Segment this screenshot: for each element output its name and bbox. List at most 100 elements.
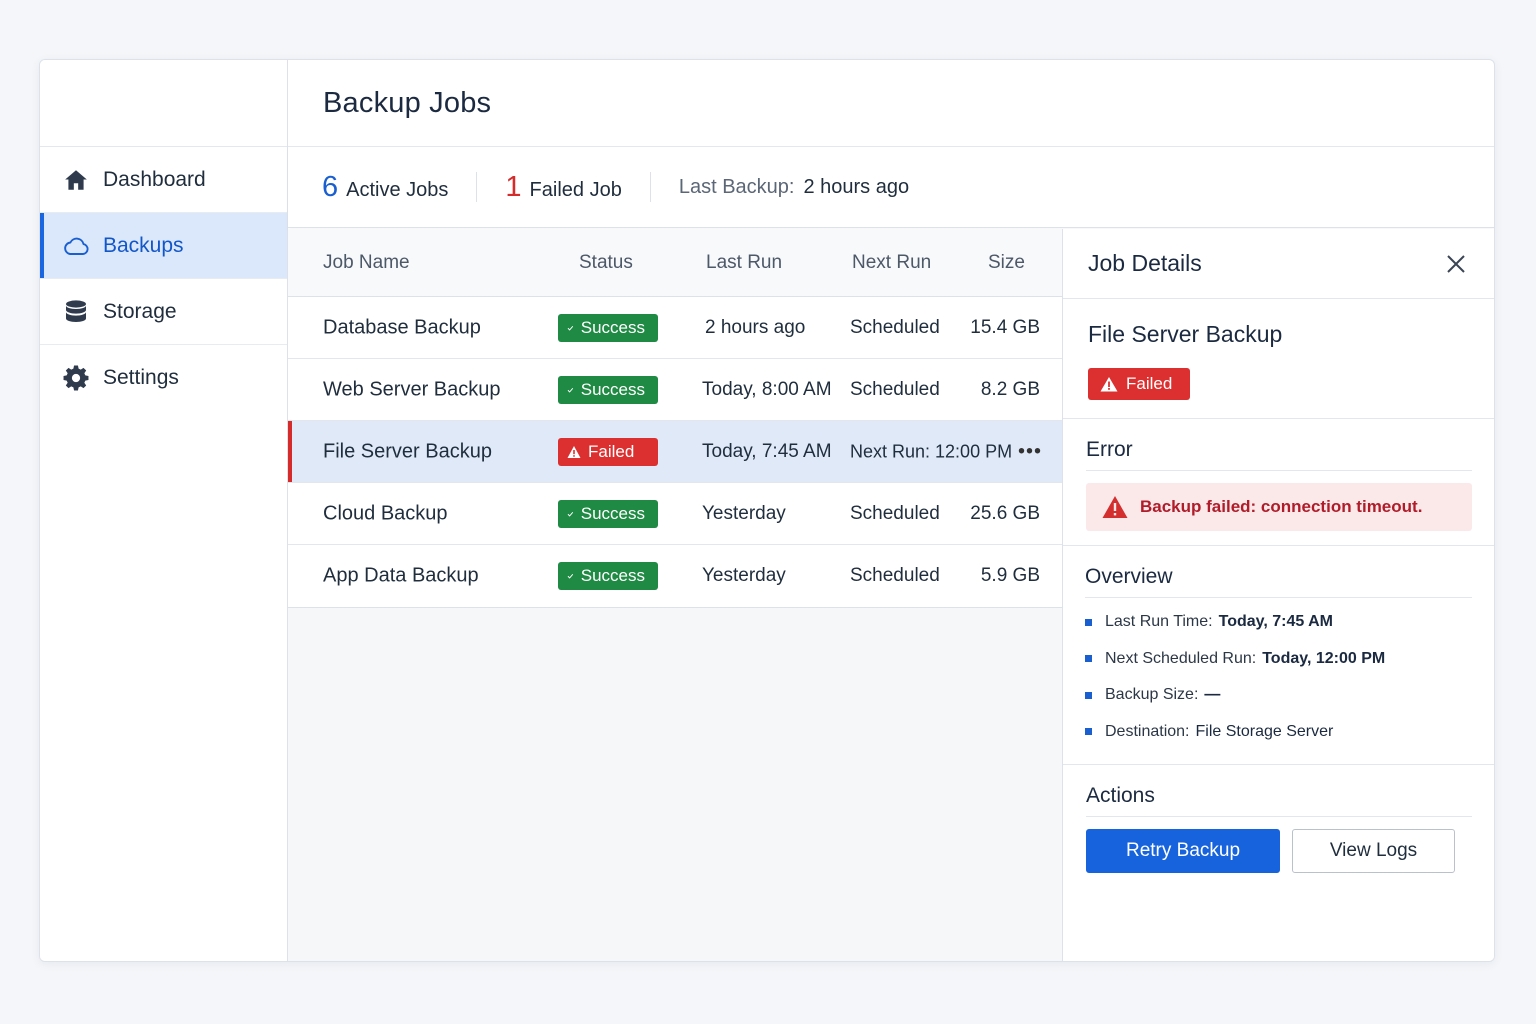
column-header-next-run[interactable]: Next Run <box>852 251 932 273</box>
sidebar-item-dashboard[interactable]: Dashboard <box>40 147 287 213</box>
panel-header: Job Details <box>1063 229 1494 299</box>
size: 5.9 GB <box>980 565 1040 586</box>
sidebar: Dashboard Backups Storage <box>40 60 288 961</box>
sidebar-item-backups[interactable]: Backups <box>40 213 287 279</box>
warning-icon <box>1100 377 1118 392</box>
job-name: App Data Backup <box>323 564 479 587</box>
overview-value: — <box>1204 686 1221 704</box>
column-header-last-run[interactable]: Last Run <box>706 251 783 273</box>
main-content: Backup Jobs 6 Active Jobs 1 Failed Job L… <box>288 60 1494 961</box>
last-backup-label: Last Backup: <box>678 175 795 198</box>
stat-divider <box>476 172 478 202</box>
job-name: Web Server Backup <box>323 378 501 400</box>
status-text: Success <box>580 566 645 585</box>
status-text: Success <box>580 379 645 399</box>
close-icon[interactable] <box>1444 252 1468 276</box>
overview-item: Next Scheduled Run: Today, 12:00 PM <box>1085 641 1472 678</box>
overview-section: Overview Last Run Time: Today, 7:45 AM N… <box>1063 546 1494 765</box>
page-header: Backup Jobs <box>288 60 1494 147</box>
table-row-selected[interactable]: File Server Backup Failed Today, 7:45 AM… <box>288 421 1062 483</box>
overview-label: Backup Size: <box>1105 686 1199 704</box>
view-logs-button[interactable]: View Logs <box>1292 829 1455 873</box>
failed-jobs-label: Failed Job <box>529 178 622 201</box>
last-run: Yesterday <box>702 502 786 524</box>
bullet <box>1085 618 1092 626</box>
size: 25.6 GB <box>970 502 1040 524</box>
overview-label: Next Scheduled Run: <box>1105 649 1257 667</box>
overview-item: Backup Size: — <box>1085 677 1472 714</box>
status-text: Success <box>580 503 645 523</box>
column-header-size[interactable]: Size <box>988 251 1025 273</box>
table-row[interactable]: Database Backup Success 2 hours ago Sche… <box>288 297 1062 359</box>
status-badge: Success <box>558 313 658 342</box>
sidebar-item-settings[interactable]: Settings <box>40 345 287 411</box>
app-window: Dashboard Backups Storage <box>39 59 1495 962</box>
error-message: Backup failed: connection timeout. <box>1140 497 1423 516</box>
active-jobs-stat: 6 Active Jobs <box>322 171 448 204</box>
status-badge: Success <box>558 375 658 404</box>
last-run: Today, 8:00 AM <box>702 378 832 400</box>
sidebar-header <box>40 60 287 147</box>
last-run: 2 hours ago <box>705 316 806 338</box>
action-buttons: Retry Backup View Logs <box>1086 817 1472 873</box>
status-text: Failed <box>588 441 635 461</box>
bullet <box>1085 655 1092 663</box>
column-header-status[interactable]: Status <box>579 251 633 273</box>
overview-value: File Storage Server <box>1195 722 1334 740</box>
overview-label: Destination: <box>1105 722 1190 740</box>
active-jobs-label: Active Jobs <box>346 178 449 201</box>
overview-value: Today, 12:00 PM <box>1262 649 1386 667</box>
last-run: Yesterday <box>702 565 786 586</box>
job-summary: File Server Backup Failed <box>1063 299 1494 419</box>
status-text: Success <box>580 317 645 337</box>
job-details-panel: Job Details File Server Backup Failed Er… <box>1062 229 1494 961</box>
gear-icon <box>62 364 90 392</box>
table-row[interactable]: Cloud Backup Success Yesterday Scheduled… <box>288 483 1062 545</box>
warning-icon <box>1102 496 1128 518</box>
last-run: Today, 7:45 AM <box>702 440 832 462</box>
overview-item: Last Run Time: Today, 7:45 AM <box>1085 604 1472 641</box>
status-badge: Success <box>558 562 658 590</box>
next-run: Next Run: 12:00 PM <box>850 441 1013 461</box>
stats-bar: 6 Active Jobs 1 Failed Job Last Backup: … <box>288 147 1494 228</box>
error-message-box: Backup failed: connection timeout. <box>1086 483 1472 531</box>
next-run: Scheduled <box>850 378 940 400</box>
error-section: Error Backup failed: connection timeout. <box>1063 419 1494 546</box>
bullet <box>1085 728 1092 736</box>
actions-title: Actions <box>1086 765 1472 817</box>
detail-status-text: Failed <box>1126 374 1173 393</box>
warning-icon <box>567 445 581 458</box>
jobs-table-area: Job Name Status Last Run Next Run Size D… <box>288 229 1062 961</box>
table-row[interactable]: App Data Backup Success Yesterday Schedu… <box>288 545 1062 607</box>
detail-job-name: File Server Backup <box>1088 321 1283 347</box>
stat-divider <box>649 172 651 202</box>
overview-item: Destination: File Storage Server <box>1085 714 1472 751</box>
check-icon <box>567 511 574 517</box>
next-run: Scheduled <box>850 502 940 524</box>
more-options-icon[interactable]: ••• <box>1017 440 1042 462</box>
retry-backup-button[interactable]: Retry Backup <box>1086 829 1280 873</box>
detail-status-badge: Failed <box>1088 368 1191 400</box>
page-title: Backup Jobs <box>323 86 492 119</box>
column-header-job-name[interactable]: Job Name <box>323 251 410 273</box>
job-name: Cloud Backup <box>323 502 448 524</box>
cloud-icon <box>62 232 90 260</box>
size: 8.2 GB <box>980 378 1040 400</box>
sidebar-item-storage[interactable]: Storage <box>40 279 287 345</box>
overview-list: Last Run Time: Today, 7:45 AM Next Sched… <box>1085 598 1472 764</box>
next-run: Scheduled <box>850 565 940 586</box>
job-name: Database Backup <box>323 316 481 338</box>
failed-jobs-stat: 1 Failed Job <box>505 171 621 204</box>
next-run: Scheduled <box>850 316 940 338</box>
sidebar-item-label: Dashboard <box>103 167 206 191</box>
overview-value: Today, 7:45 AM <box>1218 613 1333 631</box>
last-backup-stat: Last Backup: 2 hours ago <box>679 176 909 199</box>
table-row[interactable]: Web Server Backup Success Today, 8:00 AM… <box>288 359 1062 421</box>
failed-jobs-count: 1 <box>505 170 522 203</box>
size: 15.4 GB <box>970 316 1040 338</box>
jobs-table: Job Name Status Last Run Next Run Size D… <box>288 229 1062 608</box>
last-backup-value: 2 hours ago <box>803 175 910 198</box>
sidebar-item-label: Storage <box>103 299 177 323</box>
bullet <box>1085 691 1092 699</box>
check-icon <box>567 325 574 331</box>
